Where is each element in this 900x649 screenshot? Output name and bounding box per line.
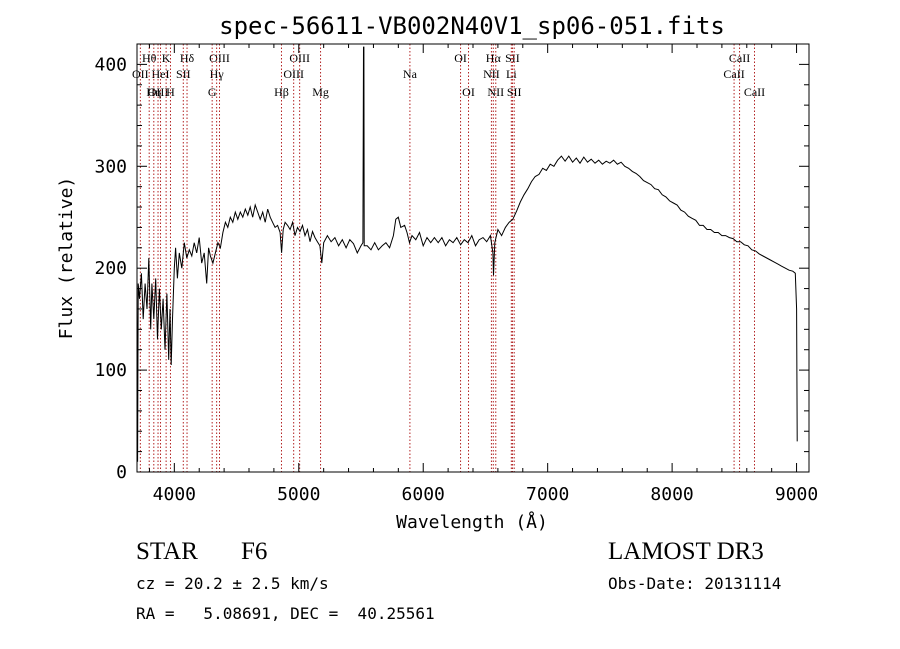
chart-title: spec-56611-VB002N40V1_sp06-051.fits <box>219 12 725 40</box>
line-label: CaII <box>723 67 744 81</box>
line-label: Hγ <box>210 67 225 81</box>
line-label: CaII <box>729 51 750 65</box>
line-label: NII <box>487 85 504 99</box>
line-label: OII <box>132 67 149 81</box>
line-label: SII <box>507 85 522 99</box>
y-tick-label: 200 <box>94 258 127 279</box>
plot-frame <box>136 43 810 473</box>
y-tick-label: 400 <box>94 54 127 75</box>
x-tick-label: 4000 <box>153 484 196 505</box>
object-class: STAR <box>136 538 198 565</box>
line-label: OI <box>454 51 467 65</box>
emission-lines: Hθ OII OIII K H HeI Hη Hδ SII OIII Hγ G Hβ OIII OIII Mg… <box>132 44 765 472</box>
redshift: cz = 20.2 ± 2.5 km/s <box>136 574 329 593</box>
line-label: OIII <box>209 51 230 65</box>
spectrum-line <box>136 46 798 462</box>
line-label: K <box>162 51 171 65</box>
line-label: Mg <box>312 85 329 99</box>
obs-date: Obs-Date: 20131114 <box>608 574 782 593</box>
survey-name: LAMOST DR3 <box>608 538 764 565</box>
x-tick-label: 8000 <box>650 484 693 505</box>
line-label: NII <box>483 67 500 81</box>
line-label: Hη <box>146 85 161 99</box>
line-label: HeI <box>152 67 170 81</box>
line-label: Hδ <box>180 51 195 65</box>
line-label: Li <box>506 67 517 81</box>
line-label: G <box>208 85 217 99</box>
line-label: CaII <box>744 85 765 99</box>
x-tick-label: 7000 <box>526 484 569 505</box>
subclass: F6 <box>241 538 268 565</box>
line-label: Hθ <box>142 51 157 65</box>
line-label: OIII <box>283 67 304 81</box>
line-label: SII <box>176 67 191 81</box>
x-tick-label: 5000 <box>277 484 320 505</box>
y-tick-label: 0 <box>116 462 127 483</box>
coordinates: RA = 5.08691, DEC = 40.25561 <box>136 604 435 623</box>
line-label: SII <box>505 51 520 65</box>
x-tick-label: 9000 <box>775 484 818 505</box>
line-label: Na <box>403 67 418 81</box>
line-label: Hα <box>486 51 502 65</box>
y-axis-label: Flux (relative) <box>56 177 77 340</box>
line-label: OI <box>462 85 475 99</box>
y-tick-label: 100 <box>94 360 127 381</box>
line-label: Hβ <box>274 85 289 99</box>
x-tick-label: 6000 <box>402 484 445 505</box>
line-label: H <box>166 85 175 99</box>
line-label: OIII <box>148 85 169 99</box>
line-label: OIII <box>289 51 310 65</box>
y-tick-label: 300 <box>94 156 127 177</box>
axis-ticks: 4000 5000 6000 7000 8000 9000 0 100 200 300 400 <box>94 43 818 505</box>
x-axis-label: Wavelength (Å) <box>396 511 548 533</box>
